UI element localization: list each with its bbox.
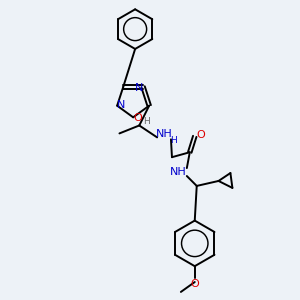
Text: NH: NH: [169, 167, 186, 177]
Text: H: H: [143, 117, 150, 126]
Text: O: O: [190, 279, 199, 289]
Text: NH: NH: [156, 129, 172, 140]
Text: O: O: [196, 130, 205, 140]
Text: H: H: [171, 136, 177, 145]
Text: N: N: [117, 100, 125, 110]
Text: N: N: [135, 83, 143, 93]
Text: O: O: [134, 113, 142, 123]
